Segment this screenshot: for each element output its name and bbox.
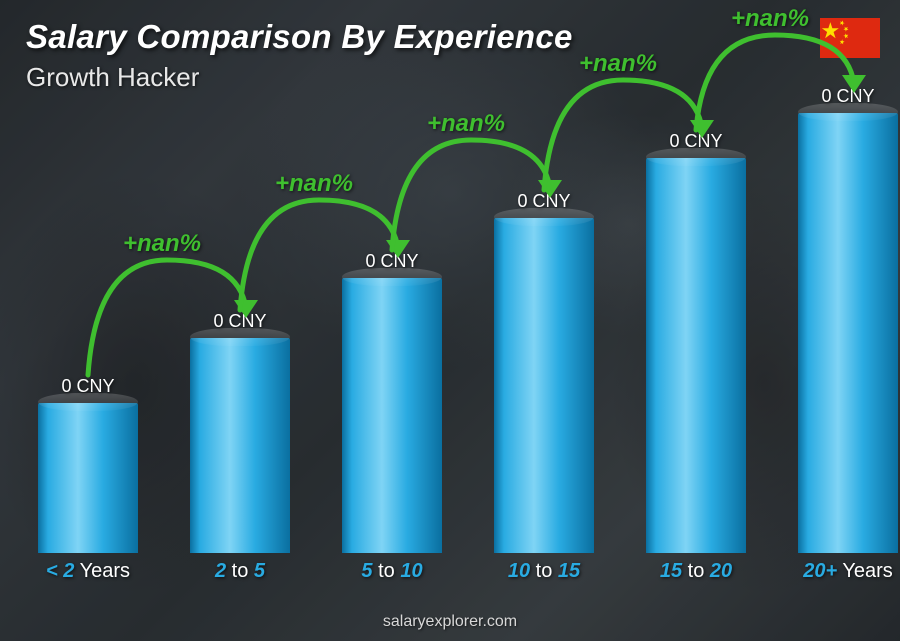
bar-chart: 0 CNY< 2 Years0 CNY2 to 50 CNY5 to 100 C… xyxy=(30,83,850,583)
chart-canvas: Salary Comparison By Experience Growth H… xyxy=(0,0,900,641)
growth-percent-label: +nan% xyxy=(731,5,809,33)
chart-title: Salary Comparison By Experience xyxy=(26,18,573,56)
footer-attribution: salaryexplorer.com xyxy=(0,613,900,631)
growth-percent-label: +nan% xyxy=(579,50,657,78)
growth-arrow-icon xyxy=(30,83,900,641)
